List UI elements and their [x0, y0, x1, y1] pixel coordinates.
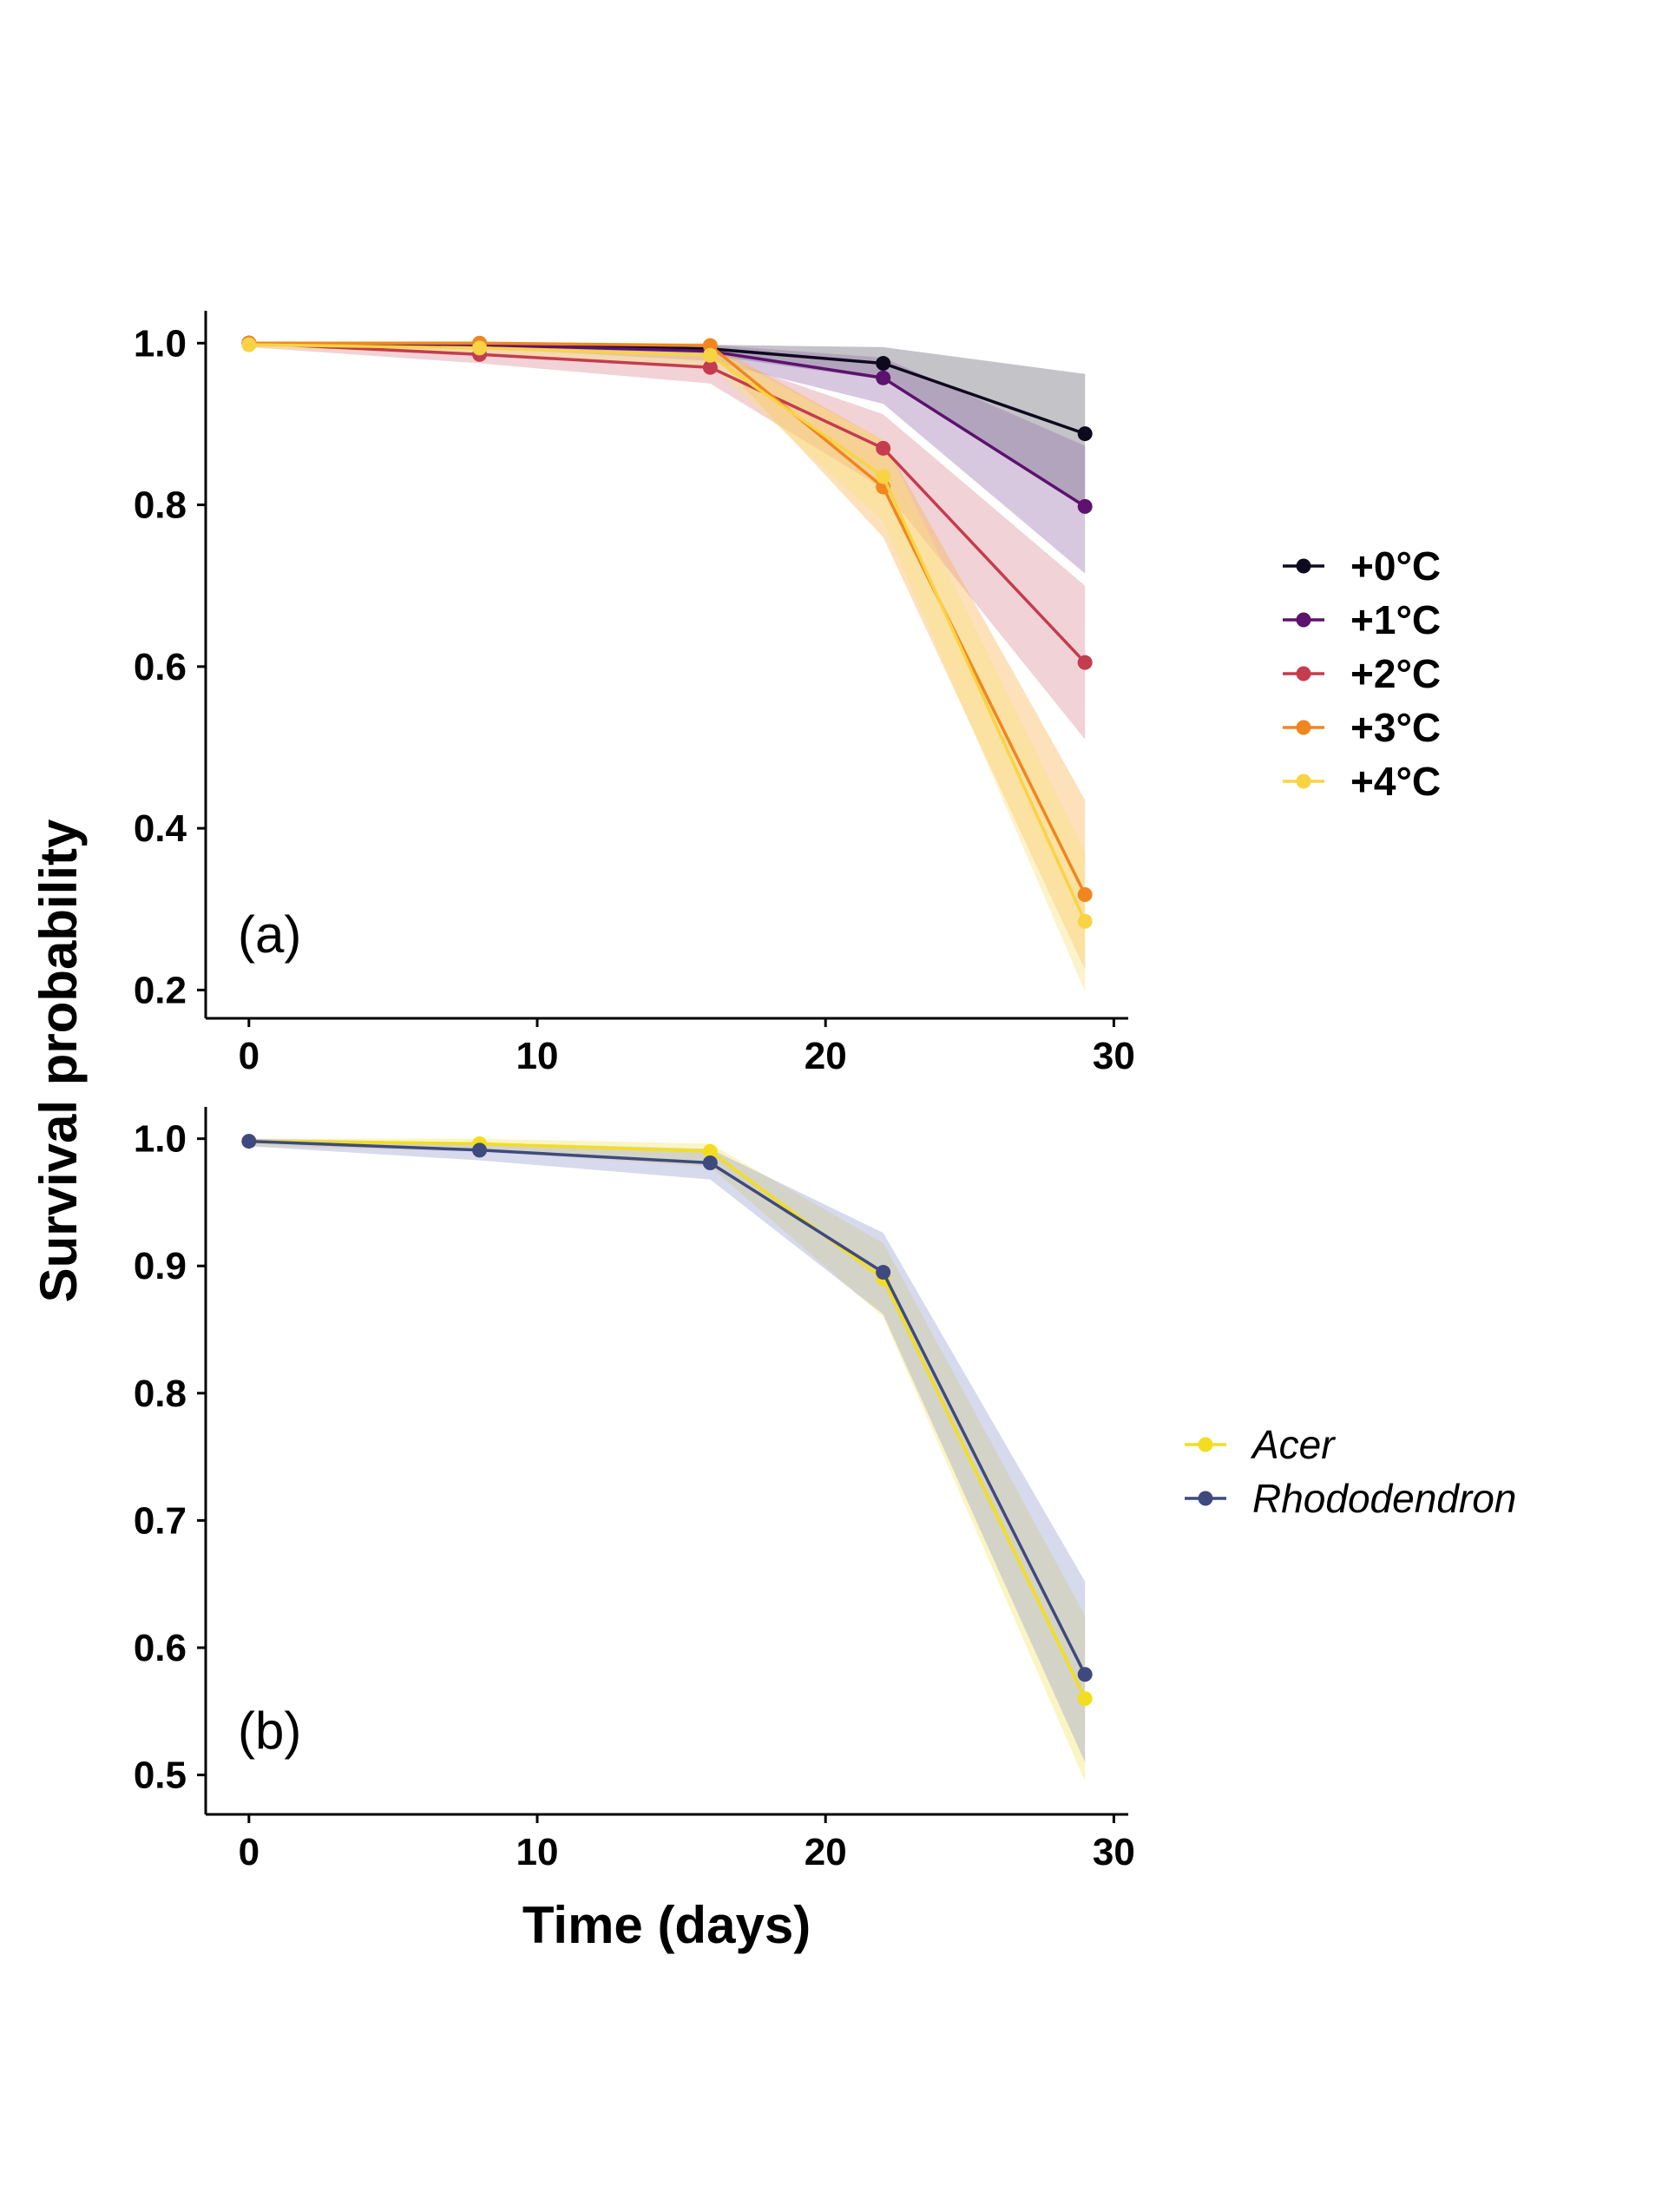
x-tick-label: 10	[516, 1831, 559, 1873]
x-tick-label: 30	[1093, 1035, 1135, 1077]
y-tick-label: 1.0	[134, 1118, 187, 1161]
data-point-4-0	[241, 337, 257, 352]
data-point-1-4	[1077, 1667, 1093, 1682]
legend-key-point-0	[1296, 558, 1311, 574]
y-tick-label: 0.4	[134, 807, 187, 850]
legend-entry-label: +3°C	[1350, 705, 1441, 750]
data-point-2-4	[1077, 655, 1093, 670]
legend-entry-label: +4°C	[1350, 759, 1441, 804]
legend: +0°C +1°C +2°C +3°C +4°C	[1283, 543, 1441, 804]
y-axis-title: Survival probability	[30, 819, 88, 1302]
confidence-band-3	[248, 343, 1086, 971]
x-tick-label: 20	[805, 1035, 847, 1077]
x-tick-label: 0	[239, 1035, 259, 1077]
data-point-4-1	[472, 340, 488, 356]
y-tick-label: 0.2	[134, 969, 187, 1011]
y-tick-label: 0.6	[134, 646, 187, 688]
data-point-4-4	[1077, 913, 1093, 929]
legend-entry-label: +0°C	[1350, 543, 1441, 589]
y-tick-label: 0.8	[134, 484, 187, 527]
data-point-0-2	[702, 1143, 718, 1159]
legend-entry-label: Rhododendron	[1252, 1476, 1516, 1521]
data-point-1-1	[472, 1142, 488, 1158]
x-tick-label: 20	[805, 1831, 847, 1873]
confidence-band-1	[248, 1138, 1086, 1762]
data-point-1-4	[1077, 498, 1093, 514]
data-point-1-3	[876, 370, 891, 385]
legend-key-point-4	[1296, 774, 1311, 789]
data-point-1-3	[876, 1265, 891, 1280]
y-tick-label: 0.7	[134, 1499, 187, 1542]
data-point-2-3	[876, 440, 891, 456]
x-axis-title: Time (days)	[522, 1896, 811, 1954]
legend-entry-label: +2°C	[1350, 651, 1441, 696]
legend-key-point-1	[1198, 1491, 1213, 1506]
y-tick-label: 1.0	[134, 322, 187, 365]
data-point-1-2	[702, 1155, 718, 1170]
y-tick-label: 0.8	[134, 1373, 187, 1415]
data-point-3-4	[1077, 886, 1093, 902]
panel-b-survival-by-plant: 0.5 0.6 0.7 0.8 0.9 1.0 0 10 20 30 (b) Acer Rhododen…	[134, 1107, 1516, 1873]
panel-a-survival-by-warming: 0.2 0.4 0.6 0.8 1.0 0 10 20 30 (a) +0°C +1°C +2°C +3°…	[134, 311, 1441, 1077]
legend-key-point-1	[1296, 612, 1311, 628]
data-point-0-4	[1077, 426, 1093, 442]
y-tick-label: 0.5	[134, 1754, 187, 1797]
legend-key-point-2	[1296, 666, 1311, 681]
legend: Acer Rhododendron	[1185, 1422, 1516, 1521]
legend-key-point-0	[1198, 1437, 1213, 1452]
data-point-4-2	[702, 347, 718, 363]
x-tick-label: 30	[1093, 1831, 1135, 1873]
data-point-0-3	[876, 356, 891, 372]
legend-entry-label: Acer	[1250, 1422, 1336, 1467]
legend-key-point-3	[1296, 720, 1311, 735]
panel-label: (a)	[238, 905, 301, 964]
data-point-1-0	[241, 1134, 257, 1149]
x-tick-label: 0	[239, 1831, 259, 1873]
x-tick-label: 10	[516, 1035, 559, 1077]
confidence-band-0	[248, 1138, 1086, 1781]
data-point-4-3	[876, 469, 891, 484]
y-tick-label: 0.6	[134, 1627, 187, 1669]
confidence-band-2	[248, 343, 1086, 740]
panel-label: (b)	[238, 1702, 301, 1760]
data-point-2-2	[702, 359, 718, 375]
y-tick-label: 0.9	[134, 1245, 187, 1287]
confidence-band-1	[248, 343, 1086, 574]
data-point-0-4	[1077, 1691, 1093, 1707]
confidence-band-4	[248, 343, 1086, 992]
legend-entry-label: +1°C	[1350, 597, 1441, 642]
